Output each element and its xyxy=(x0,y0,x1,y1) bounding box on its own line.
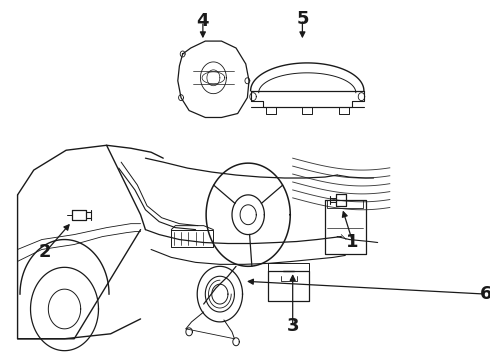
Text: 3: 3 xyxy=(287,317,299,335)
Text: 2: 2 xyxy=(39,243,51,261)
Text: 1: 1 xyxy=(346,233,359,251)
Text: 5: 5 xyxy=(296,10,309,28)
Text: 4: 4 xyxy=(196,12,209,30)
Text: 6: 6 xyxy=(480,285,490,303)
